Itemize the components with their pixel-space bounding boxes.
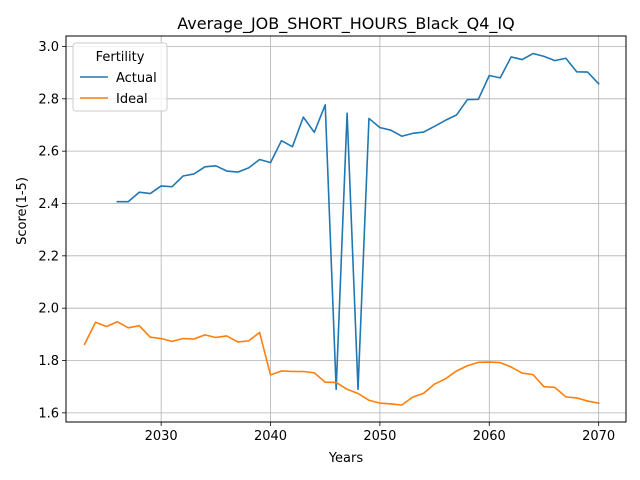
x-tick-label: 2060	[473, 429, 506, 444]
x-axis-label: Years	[328, 451, 364, 466]
series-line-actual	[116, 52, 600, 391]
y-tick-label: 1.6	[38, 406, 59, 421]
x-tick-label: 2030	[145, 429, 178, 444]
legend-label-actual: Actual	[116, 71, 157, 86]
legend-title: Fertility	[96, 50, 145, 65]
y-tick-label: 2.6	[38, 145, 59, 160]
plot-frame	[65, 35, 627, 423]
series-line-ideal	[83, 320, 600, 406]
legend-label-ideal: Ideal	[116, 92, 148, 107]
x-tick-label: 2070	[582, 429, 615, 444]
legend: Fertility Actual Ideal	[72, 42, 168, 112]
y-tick-label: 2.8	[38, 92, 59, 107]
y-tick-label: 1.8	[38, 354, 59, 369]
y-axis-label: Score(1-5)	[15, 177, 30, 245]
y-tick-label: 3.0	[38, 40, 59, 55]
axis-ticks: 2030 2040 2050 2060 2070 1.6 1.8 2.0 2.2 2.4 2.6 2.…	[38, 40, 615, 444]
y-tick-label: 2.0	[38, 302, 59, 317]
plot-lines	[83, 52, 600, 406]
legend-box	[72, 42, 168, 112]
y-tick-label: 2.2	[38, 249, 59, 264]
chart-title: Average_JOB_SHORT_HOURS_Black_Q4_IQ	[177, 14, 514, 34]
x-tick-label: 2050	[363, 429, 396, 444]
x-tick-label: 2040	[254, 429, 287, 444]
y-tick-label: 2.4	[38, 197, 59, 212]
